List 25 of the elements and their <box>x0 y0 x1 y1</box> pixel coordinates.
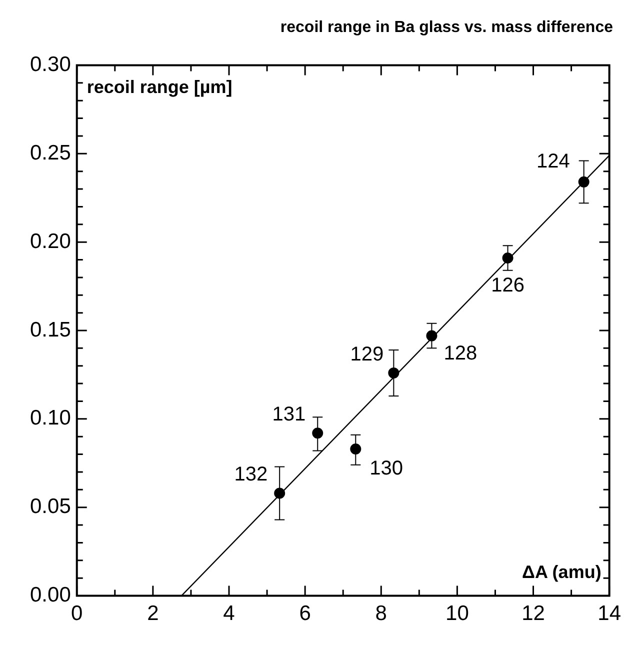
x-tick-label: 10 <box>446 602 469 626</box>
x-tick-label: 0 <box>71 602 83 626</box>
chart-title: recoil range in Ba glass vs. mass difference <box>280 19 614 36</box>
annotation: 132 <box>234 464 268 486</box>
y-tick-label: 0.05 <box>30 495 71 518</box>
annotation: 131 <box>272 404 306 426</box>
annotation: 124 <box>536 150 570 172</box>
y-tick-label: 0.25 <box>30 141 71 164</box>
y-tick-label: 0.30 <box>30 52 71 76</box>
y-tick-label: 0.10 <box>30 406 71 430</box>
x-tick-label: 8 <box>375 602 387 626</box>
annotation: 130 <box>370 458 404 480</box>
annotation: 128 <box>444 342 478 364</box>
y-tick-label: 0.20 <box>30 230 71 253</box>
annotation: 126 <box>491 274 524 296</box>
y-axis-title: recoil range [µm] <box>86 77 232 98</box>
y-tick-label: 0.15 <box>30 318 71 342</box>
annotation: 129 <box>350 343 384 366</box>
x-tick-label: 14 <box>598 602 622 626</box>
x-tick-label: 12 <box>522 602 545 626</box>
x-tick-label: 4 <box>223 602 236 626</box>
x-axis-title: ΔA (amu) <box>522 562 602 582</box>
x-tick-label: 6 <box>299 602 311 626</box>
x-tick-label: 2 <box>147 602 159 626</box>
y-tick-label: 0.00 <box>30 584 71 607</box>
